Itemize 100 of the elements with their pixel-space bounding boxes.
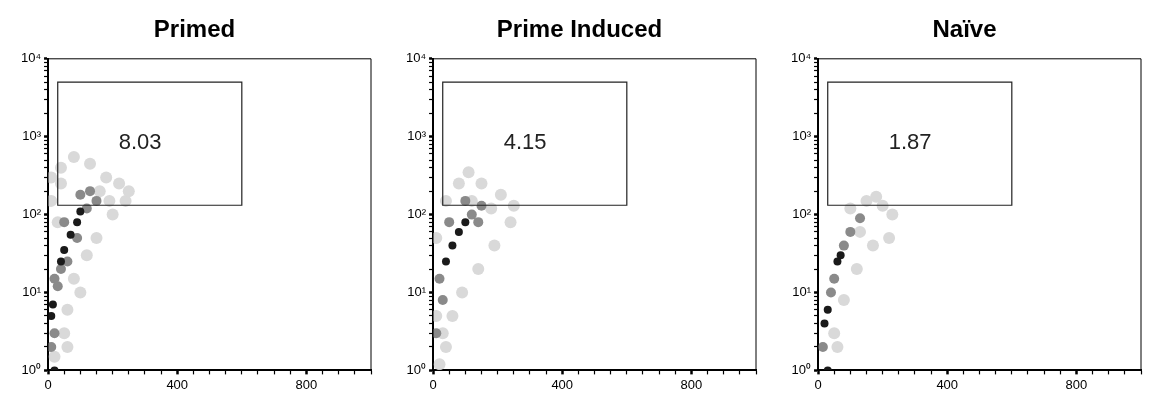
point — [85, 186, 96, 197]
point — [103, 194, 116, 207]
y-tick-label: 10² — [407, 206, 427, 222]
point — [818, 341, 828, 352]
point — [74, 286, 87, 299]
point — [72, 233, 83, 244]
x-tick-label: 0 — [429, 376, 437, 392]
point — [56, 257, 65, 266]
point — [91, 195, 102, 206]
point — [73, 218, 82, 227]
point — [80, 249, 93, 262]
point — [55, 264, 66, 275]
y-tick-label: 10² — [792, 206, 812, 222]
point — [48, 350, 61, 363]
y-tick-label: 10¹ — [407, 284, 427, 300]
point — [845, 226, 856, 237]
point — [870, 190, 883, 203]
point — [866, 239, 879, 252]
point — [67, 272, 80, 285]
point — [833, 257, 842, 266]
point — [854, 225, 867, 238]
point — [433, 358, 446, 371]
point — [828, 327, 841, 340]
annotation: 8.03 — [118, 128, 162, 154]
point — [823, 305, 832, 314]
point — [836, 251, 845, 260]
point — [837, 294, 850, 307]
point — [466, 209, 477, 220]
point — [838, 240, 849, 251]
y-tick-label: 10⁰ — [21, 361, 42, 377]
point — [462, 166, 475, 179]
point — [59, 217, 70, 228]
point — [90, 232, 103, 245]
point — [113, 177, 126, 190]
x-tick-label: 400 — [936, 376, 959, 392]
point — [49, 273, 60, 284]
y-tick-label: 10³ — [792, 128, 812, 144]
point — [504, 216, 517, 229]
point — [488, 239, 501, 252]
point — [106, 208, 119, 221]
y-tick-label: 10¹ — [22, 284, 42, 300]
y-tick-label: 10³ — [407, 128, 427, 144]
point — [439, 340, 452, 353]
point — [829, 273, 840, 284]
point — [472, 263, 485, 276]
x-tick-label: 0 — [44, 376, 52, 392]
point — [886, 208, 899, 221]
chart-title: Naïve — [932, 15, 997, 43]
point — [75, 189, 86, 200]
point — [460, 195, 471, 206]
x-tick-label: 800 — [680, 376, 703, 392]
point — [48, 311, 56, 320]
point — [84, 157, 97, 170]
point — [475, 177, 488, 190]
x-tick-label: 800 — [295, 376, 318, 392]
point — [93, 185, 106, 198]
point — [61, 340, 74, 353]
point — [855, 213, 866, 224]
y-tick-label: 10⁰ — [406, 361, 427, 377]
point — [67, 150, 80, 163]
y-tick-label: 10⁴ — [406, 50, 427, 66]
x-tick-label: 800 — [1065, 376, 1088, 392]
point — [54, 161, 67, 174]
point — [452, 177, 465, 190]
chart-title: Prime Induced — [496, 15, 663, 43]
point — [850, 263, 863, 276]
point — [437, 295, 448, 306]
point — [66, 230, 75, 239]
y-tick-label: 10² — [22, 206, 42, 222]
point — [820, 319, 829, 328]
y-tick-label: 10³ — [22, 128, 42, 144]
chart-title: Primed — [153, 15, 236, 43]
point — [494, 188, 507, 201]
point — [433, 328, 442, 339]
point — [49, 328, 60, 339]
point — [441, 257, 450, 266]
annotation: 4.15 — [503, 128, 547, 154]
x-tick-label: 0 — [814, 376, 822, 392]
point — [454, 227, 463, 236]
point — [76, 207, 85, 216]
point — [434, 273, 445, 284]
point — [100, 171, 113, 184]
x-tick-label: 400 — [551, 376, 574, 392]
point — [448, 241, 457, 250]
point — [48, 341, 57, 352]
point — [48, 300, 57, 309]
point — [446, 309, 459, 322]
x-tick-label: 400 — [166, 376, 189, 392]
point — [61, 303, 74, 316]
y-tick-label: 10⁴ — [21, 50, 42, 66]
point — [831, 340, 844, 353]
point — [456, 286, 469, 299]
point — [444, 217, 455, 228]
point — [883, 232, 896, 245]
point — [461, 218, 470, 227]
point — [122, 185, 135, 198]
point — [60, 246, 69, 255]
y-tick-label: 10⁰ — [791, 361, 812, 377]
point — [825, 287, 836, 298]
annotation: 1.87 — [888, 128, 932, 154]
